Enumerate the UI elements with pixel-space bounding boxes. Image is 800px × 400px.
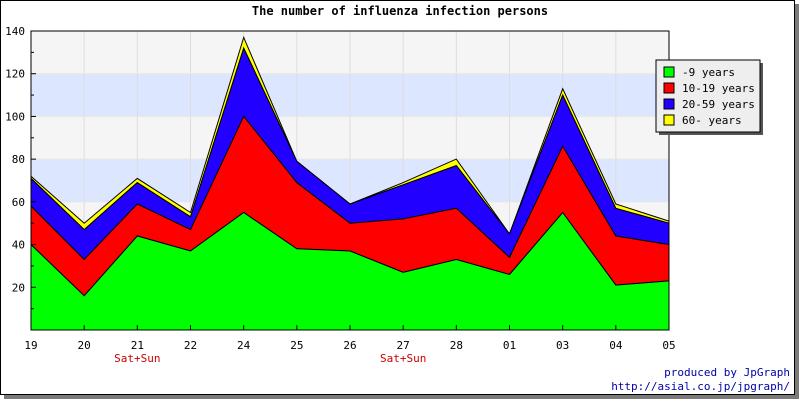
legend-label: 60- years: [682, 114, 742, 127]
legend-label: -9 years: [682, 66, 735, 79]
legend-swatch: [663, 98, 675, 110]
x-tick-label: 05: [662, 339, 675, 352]
chart-title: The number of influenza infection person…: [251, 4, 549, 18]
x-tick-label: 28: [450, 339, 463, 352]
y-tick-label: 100: [5, 110, 25, 123]
legend-swatch: [663, 114, 675, 126]
legend-label: 20-59 years: [682, 98, 755, 111]
x-tick-label: 21: [131, 339, 144, 352]
x-tick-label: 20: [78, 339, 91, 352]
x-sublabel: Sat+Sun: [380, 352, 426, 365]
x-tick-label: 24: [237, 339, 251, 352]
x-tick-label: 22: [184, 339, 197, 352]
x-tick-label: 25: [290, 339, 303, 352]
legend-label: 10-19 years: [682, 82, 755, 95]
y-tick-label: 140: [5, 25, 25, 38]
y-tick-label: 80: [12, 153, 25, 166]
x-tick-label: 04: [609, 339, 623, 352]
legend-swatch: [663, 66, 675, 78]
credit-produced-by: produced by JpGraph: [664, 366, 790, 379]
y-tick-label: 20: [12, 281, 25, 294]
x-tick-label: 27: [397, 339, 410, 352]
x-tick-label: 03: [556, 339, 569, 352]
legend-swatch: [663, 82, 675, 94]
x-tick-label: 26: [343, 339, 356, 352]
y-tick-label: 120: [5, 68, 25, 81]
legend: -9 years 10-19 years 20-59 years 60- years: [655, 59, 761, 133]
x-tick-label: 19: [24, 339, 37, 352]
y-tick-label: 60: [12, 196, 25, 209]
x-sublabel: Sat+Sun: [114, 352, 160, 365]
x-tick-label: 01: [503, 339, 516, 352]
credit-url-link[interactable]: http://asial.co.jp/jpgraph/: [611, 380, 790, 393]
y-tick-label: 40: [12, 239, 25, 252]
